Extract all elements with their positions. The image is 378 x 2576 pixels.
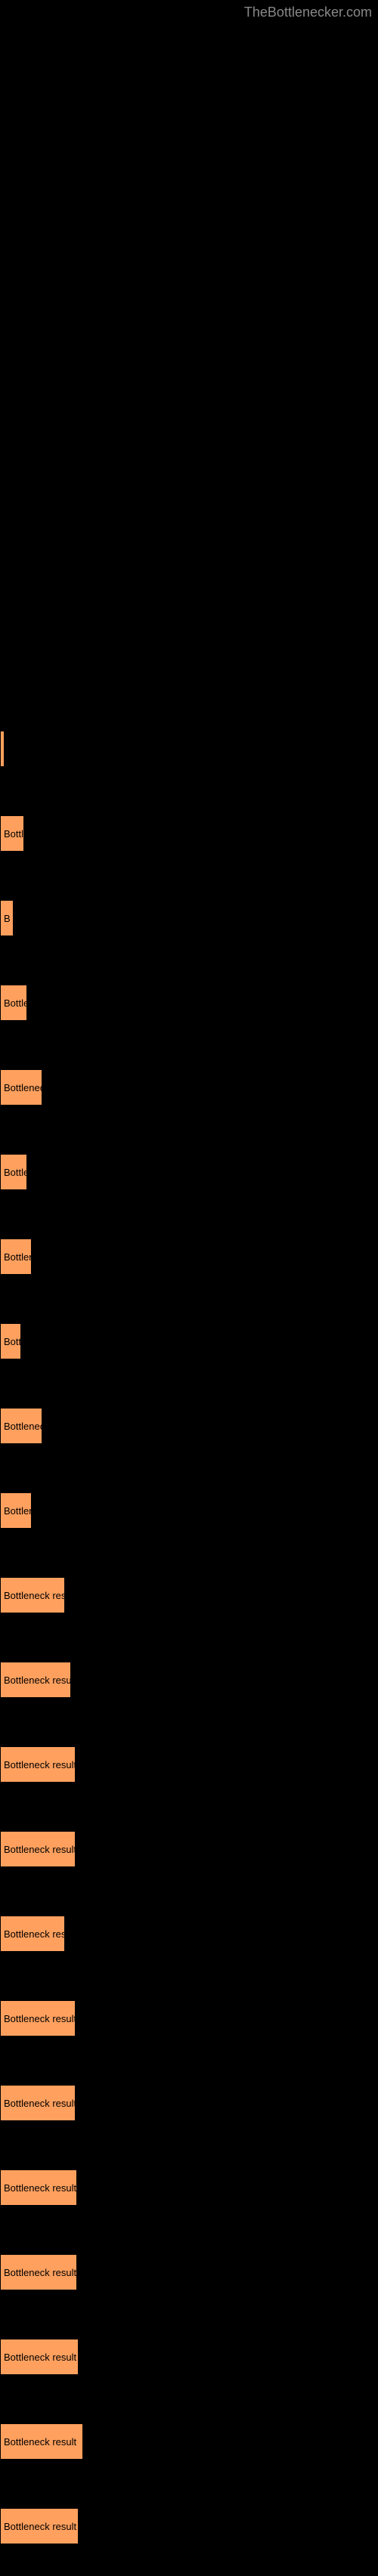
bar: Bottleneck res bbox=[0, 1577, 65, 1613]
bar-row: Bottleneck result bbox=[0, 1984, 378, 2053]
bar-label: Bottlen bbox=[4, 997, 34, 1009]
bar-row: Bottleneck result bbox=[0, 1814, 378, 1884]
bar-label: Bottleneck result bbox=[4, 2013, 76, 2024]
bar: Bottlene bbox=[0, 1492, 32, 1529]
bar-row: Bottleneck res bbox=[0, 1899, 378, 1968]
bar-row: Bottleneck result bbox=[0, 2322, 378, 2392]
bar: Bottleneck result bbox=[0, 2508, 79, 2544]
bar-label: Bottleneck result bbox=[4, 1844, 76, 1855]
bar-row: Bottleneck result bbox=[0, 1730, 378, 1799]
bar: Bottlene bbox=[0, 1239, 32, 1275]
bar-label: Bottlene bbox=[4, 1251, 40, 1263]
bar: Bottleneck result bbox=[0, 2085, 76, 2121]
bar: Bottleneck result bbox=[0, 2339, 79, 2375]
bar-row: Bottleneck bbox=[0, 1391, 378, 1461]
bar-row: Bottleneck result bbox=[0, 2491, 378, 2561]
bar-label: Bottleneck res bbox=[4, 1928, 66, 1940]
bar-label: Bottl bbox=[4, 1336, 23, 1347]
bar-row: Bottlene bbox=[0, 1476, 378, 1545]
bar-label: Bottleneck result bbox=[4, 2436, 76, 2448]
bar-chart: BottleBBottlenBottleneckBottlenBottleneB… bbox=[0, 714, 378, 2576]
bar-label: Bottleneck result bbox=[4, 1759, 76, 1770]
bar-label: Bottleneck result bbox=[4, 2182, 76, 2194]
bar: B bbox=[0, 900, 14, 936]
bar: Bottleneck result bbox=[0, 1746, 76, 1783]
bar-row: Bottleneck result bbox=[0, 2068, 378, 2138]
bar-label: Bottleneck result bbox=[4, 2098, 76, 2109]
bar-label: Bottleneck result bbox=[4, 2267, 76, 2278]
bar: Bottleneck result bbox=[0, 2254, 77, 2290]
bar-row: Bottleneck resul bbox=[0, 1645, 378, 1715]
bar-row: Bottlene bbox=[0, 1222, 378, 1291]
bar-row: Bottl bbox=[0, 1307, 378, 1376]
bar-row: Bottleneck result bbox=[0, 2153, 378, 2222]
bar: Bottleneck result bbox=[0, 2423, 83, 2460]
bar-row: Bottleneck res bbox=[0, 1560, 378, 1630]
bar: Bottl bbox=[0, 1323, 21, 1359]
bar: Bottleneck bbox=[0, 1408, 42, 1444]
bar-label: Bottlene bbox=[4, 1505, 40, 1517]
bar-row: Bottleneck bbox=[0, 1053, 378, 1122]
bar: Bottleneck bbox=[0, 1069, 42, 1106]
bar: Bottleneck result bbox=[0, 1831, 76, 1867]
bar: Bottleneck res bbox=[0, 1916, 65, 1952]
bar-label: Bottlen bbox=[4, 1167, 34, 1178]
bar-row: Bottleneck result bbox=[0, 2237, 378, 2307]
bar-label: Bottleneck result bbox=[4, 2521, 76, 2532]
bar-row: B bbox=[0, 883, 378, 953]
bar bbox=[0, 731, 5, 767]
bar-row: Bottlen bbox=[0, 1137, 378, 1207]
bar-row: Bottle bbox=[0, 799, 378, 868]
bar: Bottleneck result bbox=[0, 2000, 76, 2036]
bar: Bottle bbox=[0, 815, 24, 852]
bar-label: Bottle bbox=[4, 828, 29, 840]
bar-label: Bottleneck result bbox=[4, 2352, 76, 2363]
bar: Bottlen bbox=[0, 1154, 27, 1190]
bar-label: Bottleneck resul bbox=[4, 1675, 74, 1686]
bar: Bottleneck result bbox=[0, 2169, 77, 2206]
bar-row: Bottlen bbox=[0, 968, 378, 1038]
bar-label: Bottleneck res bbox=[4, 1590, 66, 1601]
bar: Bottleneck resul bbox=[0, 1662, 71, 1698]
bar-label: B bbox=[4, 913, 11, 924]
bar-label: Bottleneck bbox=[4, 1082, 50, 1093]
watermark: TheBottlenecker.com bbox=[244, 5, 372, 20]
bar-row: Bottleneck result bbox=[0, 2407, 378, 2476]
bar-label: Bottleneck bbox=[4, 1421, 50, 1432]
bar-row bbox=[0, 714, 378, 784]
bar: Bottlen bbox=[0, 985, 27, 1021]
